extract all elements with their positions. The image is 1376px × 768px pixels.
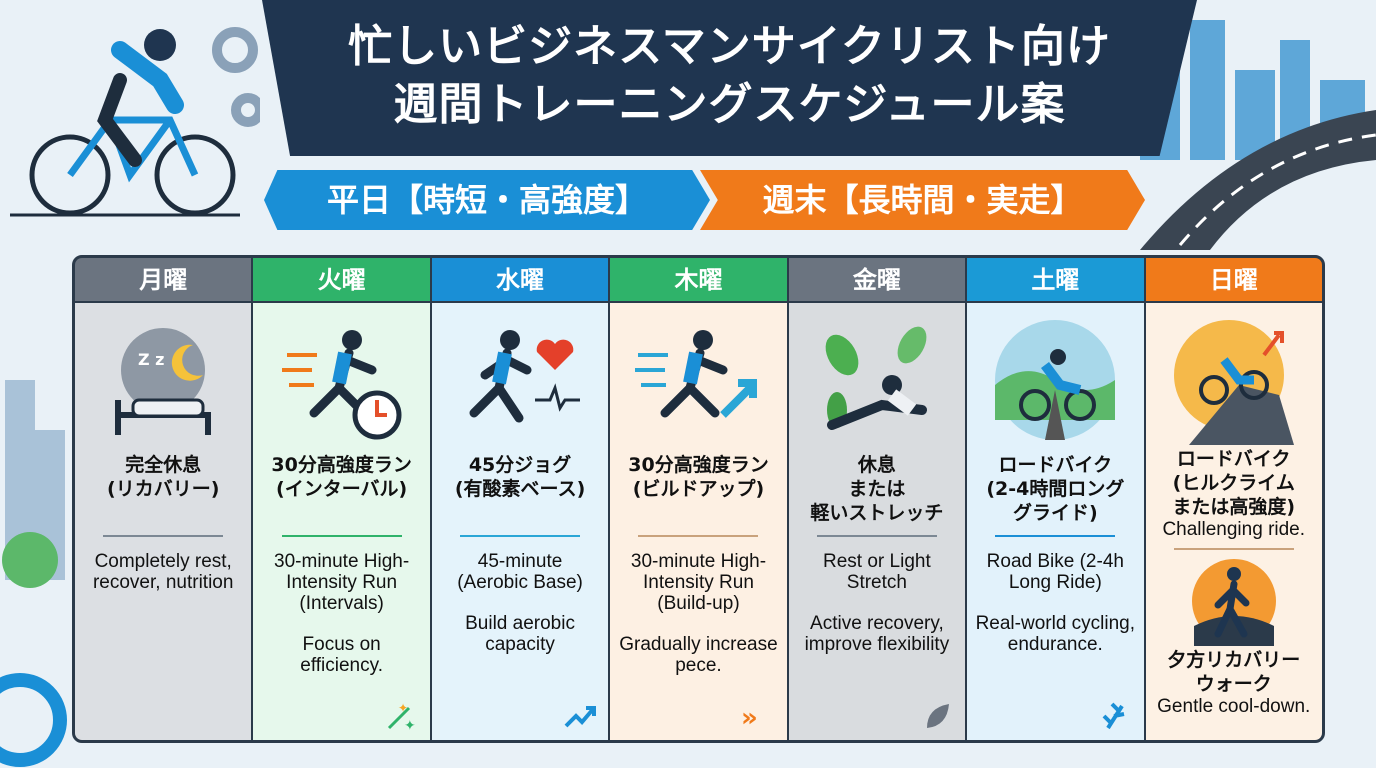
runner-arrow-icon — [635, 330, 758, 418]
divider — [816, 535, 937, 537]
activity-en: 30-minute High-Intensity Run (Intervals) — [274, 551, 410, 614]
svg-text:Z z: Z z — [138, 350, 164, 369]
sparkle-icon: ✦✦ — [387, 701, 416, 730]
runner-stopwatch-icon — [281, 330, 402, 440]
day-header: 日曜 — [1145, 258, 1322, 303]
road-cyclist-icon — [995, 320, 1116, 440]
weekday-ribbon: 平日【時短・高強度】 — [264, 170, 710, 230]
svg-text:»: » — [741, 703, 758, 730]
divider — [460, 535, 581, 537]
activity-jp: 30分高強度ラン (インターバル) — [271, 454, 412, 500]
day-header: 月曜 — [75, 258, 252, 303]
city-trees-illustration — [0, 380, 67, 767]
activity-note: Build aerobic capacity — [465, 613, 575, 655]
double-chevron-icon: » — [741, 703, 758, 730]
activity-en: 30-minute High-Intensity Run (Build-up) — [630, 551, 767, 614]
day-column: 火曜 30分高強度ラン (インターバル) 30-minute High-Inte… — [253, 258, 432, 740]
day-body: ロードバイク (2-4時間ロング グライド) Road Bike (2-4h L… — [967, 303, 1144, 740]
activity-jp: 完全休息 (リカバリー) — [107, 454, 220, 500]
sprout-icon — [1102, 702, 1124, 730]
day-body: 休息 または 軽いストレッチ Rest or Light Stretch Act… — [788, 303, 966, 740]
day-body: ロードバイク (ヒルクライム または高強度) Challenging ride. … — [1145, 303, 1322, 740]
divider — [638, 535, 759, 537]
activity-note: Real-world cycling, endurance. — [975, 613, 1136, 655]
svg-text:✦: ✦ — [398, 701, 408, 715]
activity-jp: ロードバイク (ヒルクライム または高強度) — [1172, 448, 1296, 518]
divider — [281, 535, 402, 537]
day-header: 木曜 — [610, 258, 787, 303]
weekend-ribbon: 週末【長時間・実走】 — [700, 170, 1145, 230]
hill-climb-icon — [1173, 320, 1294, 445]
day-header: 火曜 — [253, 258, 430, 303]
day-column: 日曜 ロードバイク (ヒルクライム または高強度) Challenging rid… — [1145, 258, 1322, 740]
svg-text:✦: ✦ — [404, 718, 416, 730]
runner-heart-icon — [469, 330, 581, 423]
activity-note: Focus on efficiency. — [300, 634, 383, 676]
sleeping-bed-icon: Z z — [115, 328, 212, 435]
activity-en: Road Bike (2-4h Long Ride) — [986, 551, 1124, 593]
activity-jp: 45分ジョグ (有酸素ベース) — [454, 454, 586, 500]
day-column: 木曜 30分高強度ラン (ビルドアップ) 30-minute High-Inte… — [610, 258, 789, 740]
weekly-schedule-table: 月曜 Z z 完全休息 (リカバリー) Completely rest, rec… — [72, 255, 1325, 743]
day-body: 30分高強度ラン (インターバル) 30-minute High-Intensi… — [253, 303, 430, 740]
activity-jp: ロードバイク (2-4時間ロング グライド) — [986, 454, 1125, 524]
day-column: 月曜 Z z 完全休息 (リカバリー) Completely rest, rec… — [75, 258, 254, 740]
activity-jp: 30分高強度ラン (ビルドアップ) — [628, 454, 769, 500]
day-body: Z z 完全休息 (リカバリー) Completely rest, recove… — [75, 303, 252, 740]
activity-note: Gradually increase pece. — [619, 634, 778, 676]
title-banner — [262, 0, 1197, 156]
title-line-1: 忙しいビジネスマンサイクリスト向け — [348, 21, 1111, 72]
activity-jp: 休息 または 軽いストレッチ — [810, 454, 944, 524]
activity-note: Active recovery, improve flexibility — [804, 613, 950, 655]
cyclist-illustration — [10, 27, 260, 217]
activity-jp-2: 夕方リカバリー ウォーク — [1167, 649, 1301, 695]
day-header: 水曜 — [431, 258, 609, 303]
title-line-2: 週間トレーニングスケジュール案 — [393, 79, 1066, 130]
day-header: 土曜 — [967, 258, 1144, 303]
day-body: 30分高強度ラン (ビルドアップ) 30-minute High-Intensi… — [610, 303, 787, 740]
activity-en-2: Gentle cool-down. — [1157, 696, 1311, 717]
day-column: 土曜 ロードバイク (2-4時間ロング グライド) Road Bike (2-4… — [967, 258, 1146, 740]
trend-up-arrow-icon — [564, 706, 597, 728]
activity-en: Rest or Light Stretch — [823, 551, 931, 593]
day-body: 45分ジョグ (有酸素ベース) 45-minute (Aerobic Base)… — [431, 303, 609, 740]
sunset-walk-icon — [1191, 559, 1276, 646]
activity-en: 45-minute (Aerobic Base) — [457, 551, 583, 593]
day-column: 金曜 休息 または 軽いストレッチ Rest or Light Stretch … — [788, 258, 968, 740]
leaf-icon — [927, 704, 950, 728]
stretch-leaves-icon — [825, 326, 927, 430]
activity-en: Challenging ride. — [1162, 519, 1306, 540]
divider — [103, 535, 224, 537]
page-title: 忙しいビジネスマンサイクリスト向け 週間トレーニングスケジュール案 — [262, 18, 1197, 134]
day-header: 金曜 — [788, 258, 966, 303]
activity-en: Completely rest, recover, nutrition — [92, 551, 234, 593]
day-column: 水曜 45分ジョグ (有酸素ベース) 45-minute (Aerobic Ba… — [431, 258, 611, 740]
divider — [995, 535, 1116, 537]
